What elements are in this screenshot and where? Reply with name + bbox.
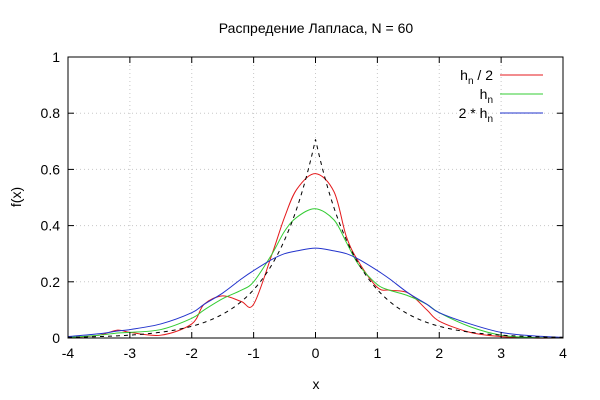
y-axis-label: f(x) xyxy=(8,187,24,207)
x-axis-label: x xyxy=(313,376,320,392)
y-tick-label: 0.4 xyxy=(41,218,61,234)
legend-label: hn xyxy=(480,86,493,106)
series-line-2 xyxy=(67,247,564,338)
x-tick-label: 3 xyxy=(497,345,505,361)
x-tick-label: 1 xyxy=(373,345,381,361)
legend-label: 2 * hn xyxy=(459,105,493,125)
y-tick-label: 0 xyxy=(52,330,60,346)
series-line-reference-density xyxy=(67,139,564,338)
axis-ticks: -4 -3 -2 -1 0 1 2 3 4 0 0.2 0.4 0.6 0.8 1 xyxy=(41,49,568,361)
y-tick-label: 0.8 xyxy=(41,105,61,121)
chart-title: Распредение Лапласа, N = 60 xyxy=(219,20,414,36)
y-tick-label: 0.6 xyxy=(41,161,61,177)
x-tick-label: 0 xyxy=(312,345,320,361)
plot-area xyxy=(67,139,564,339)
x-tick-label: -4 xyxy=(62,345,75,361)
y-tick-label: 1 xyxy=(52,49,60,65)
x-tick-label: -1 xyxy=(247,345,260,361)
x-tick-label: -2 xyxy=(186,345,199,361)
x-tick-label: 4 xyxy=(559,345,567,361)
legend-label: hn / 2 xyxy=(460,67,493,87)
y-tick-label: 0.2 xyxy=(41,274,61,290)
x-tick-label: -3 xyxy=(124,345,137,361)
x-tick-label: 2 xyxy=(435,345,443,361)
grid xyxy=(68,57,563,338)
